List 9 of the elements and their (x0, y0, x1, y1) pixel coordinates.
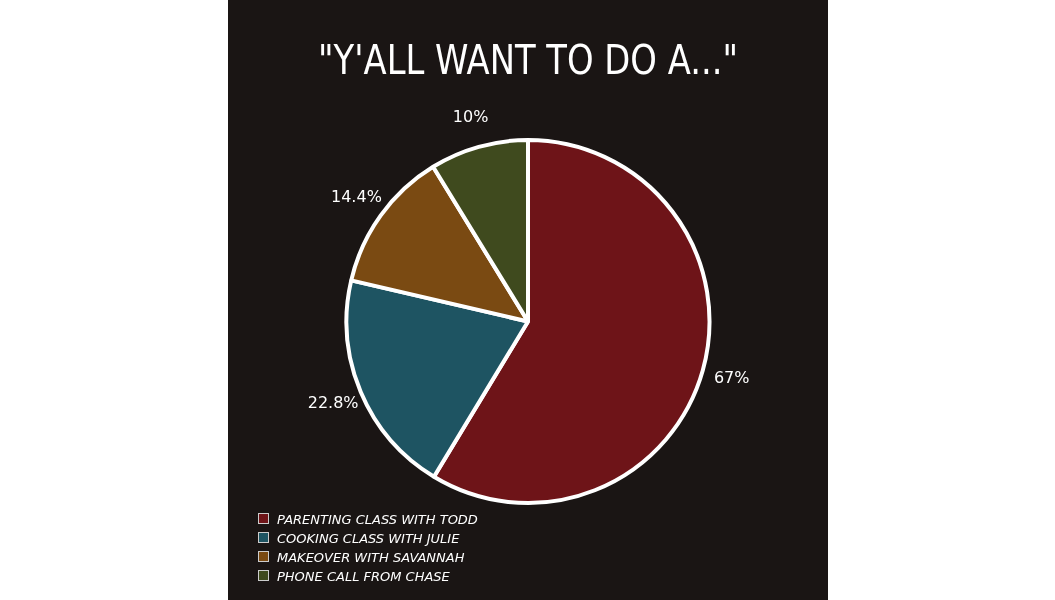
data-label: 14.4% (331, 187, 382, 206)
data-label: 10% (452, 107, 489, 127)
legend-label: PHONE CALL FROM CHASE (277, 569, 450, 584)
legend-label: PARENTING CLASS WITH TODD (277, 512, 478, 527)
chart-title: "Y'ALL WANT TO DO A..." (318, 37, 738, 85)
data-label: 67% (713, 367, 750, 387)
data-label: 22.8% (307, 392, 359, 412)
legend-label: COOKING CLASS WITH JULIE (277, 531, 460, 546)
legend-label: MAKEOVER WITH SAVANNAH (277, 550, 465, 565)
